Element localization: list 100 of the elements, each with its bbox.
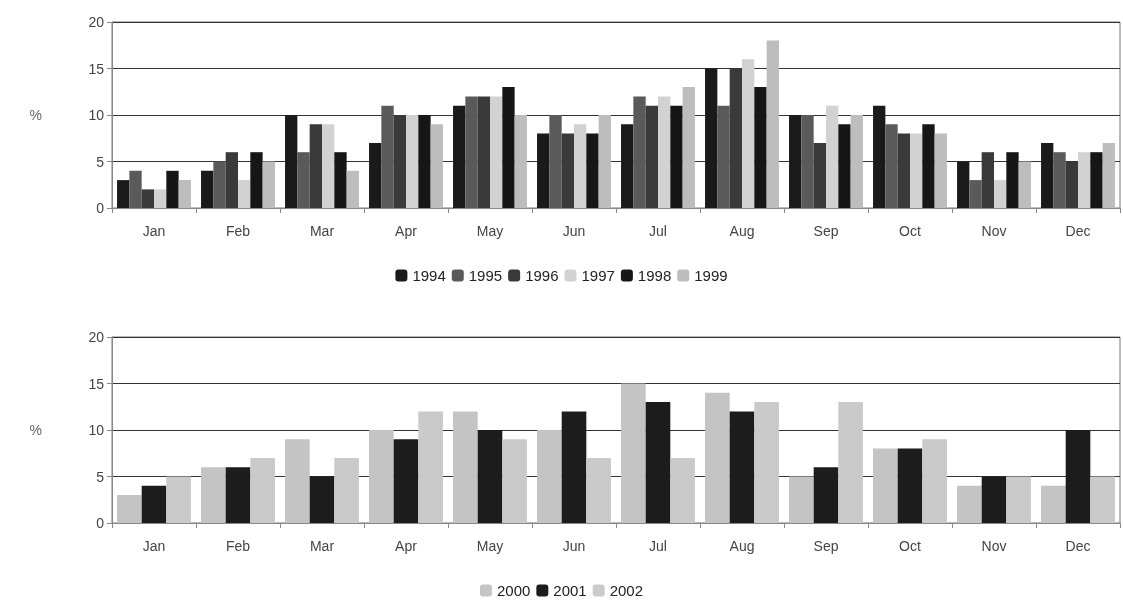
bar	[754, 87, 767, 208]
x-tick-label: Aug	[729, 223, 755, 239]
bar	[502, 439, 527, 523]
y-tick-label: 20	[88, 329, 105, 345]
bar	[141, 189, 154, 208]
bar	[322, 124, 335, 208]
bar	[154, 189, 167, 208]
bar	[117, 180, 130, 208]
bar	[621, 124, 634, 208]
x-tick-label: May	[476, 223, 504, 239]
bar	[393, 115, 406, 208]
bar	[453, 105, 466, 208]
bar	[838, 402, 863, 523]
legend-label: 1997	[581, 267, 615, 284]
x-tick-label: Apr	[395, 223, 418, 239]
x-tick-label: Nov	[981, 538, 1007, 554]
bar	[813, 142, 826, 208]
bar	[885, 124, 898, 208]
bar	[633, 96, 646, 208]
bar	[969, 180, 982, 208]
bar	[645, 105, 658, 208]
x-tick-label: Dec	[1065, 223, 1091, 239]
x-tick-label: Apr	[395, 538, 418, 554]
y-axis-title: %	[29, 422, 42, 438]
bar	[574, 124, 587, 208]
y-tick-label: 0	[96, 515, 105, 531]
bar	[957, 485, 982, 523]
bar	[117, 495, 142, 523]
bar	[789, 115, 802, 208]
x-tick-label: Feb	[225, 223, 251, 239]
bar	[717, 105, 730, 208]
legend-label: 1994	[412, 267, 446, 284]
bar	[1090, 476, 1115, 523]
bar	[453, 411, 478, 523]
bar	[981, 476, 1007, 523]
bar	[873, 448, 898, 523]
bar	[658, 96, 671, 208]
bar	[789, 476, 814, 523]
bar	[418, 115, 431, 208]
x-tick-label: Mar	[309, 538, 335, 554]
bar	[1041, 485, 1066, 523]
y-tick-label: 0	[96, 200, 105, 216]
bar	[285, 115, 298, 208]
bar	[213, 161, 226, 208]
bar	[381, 105, 394, 208]
bar	[178, 180, 191, 208]
legend-label: 2002	[609, 582, 644, 599]
bar	[369, 430, 394, 523]
x-tick-label: Feb	[225, 538, 251, 554]
bar	[754, 402, 779, 523]
bar	[334, 152, 347, 208]
bar	[514, 115, 527, 208]
bar	[897, 448, 923, 523]
y-tick-label: 5	[96, 153, 105, 170]
legend-label: 1995	[468, 267, 503, 284]
bar	[1041, 142, 1054, 208]
y-tick-label: 5	[96, 468, 105, 485]
bar	[490, 96, 503, 208]
y-axis-title: %	[29, 107, 42, 123]
bar	[285, 439, 310, 523]
bar	[801, 115, 814, 208]
bar	[1053, 152, 1066, 208]
bar	[238, 180, 251, 208]
bar	[309, 124, 322, 208]
bar	[1102, 142, 1115, 208]
bar	[418, 411, 443, 523]
bar	[465, 96, 478, 208]
x-tick-label: Jul	[649, 538, 667, 554]
bar	[262, 161, 275, 208]
bar	[645, 402, 671, 523]
x-tick-label: Oct	[899, 538, 921, 554]
x-tick-label: Jun	[562, 223, 586, 239]
bar	[393, 439, 419, 523]
bar	[1078, 152, 1091, 208]
bar	[934, 133, 947, 208]
bar	[406, 115, 419, 208]
bar	[250, 152, 263, 208]
x-tick-label: May	[476, 538, 504, 554]
bar	[670, 105, 683, 208]
legend-label: 2001	[553, 582, 587, 599]
bar	[826, 105, 839, 208]
legend-label: 1998	[637, 267, 672, 284]
bar	[201, 467, 226, 523]
y-tick-label: 20	[88, 14, 105, 30]
bar	[561, 411, 587, 523]
bar	[141, 485, 167, 523]
bar	[705, 392, 730, 523]
bar	[621, 383, 646, 523]
bar	[1090, 152, 1103, 208]
legend-label: 1999	[694, 267, 728, 284]
x-tick-label: Sep	[813, 223, 839, 239]
bar	[813, 467, 839, 523]
bar	[502, 87, 515, 208]
x-tick-label: Aug	[729, 538, 755, 554]
legend-label: 2000	[496, 582, 531, 599]
bar	[922, 124, 935, 208]
x-tick-label: Nov	[981, 223, 1007, 239]
bar	[586, 133, 599, 208]
bar	[897, 133, 910, 208]
bar	[682, 87, 695, 208]
